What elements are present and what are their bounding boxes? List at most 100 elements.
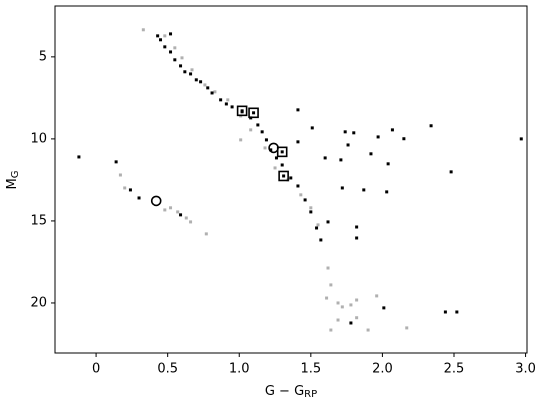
point (376, 135, 380, 139)
point (176, 210, 180, 214)
point (386, 162, 390, 166)
point (382, 306, 386, 310)
point (323, 156, 327, 160)
point (269, 148, 273, 152)
point (349, 321, 353, 325)
point (390, 128, 394, 132)
point (443, 310, 447, 314)
point (190, 68, 194, 72)
point (163, 45, 167, 49)
point (264, 138, 268, 142)
point (141, 28, 145, 32)
point (249, 128, 253, 132)
point (219, 98, 223, 102)
circle-marker (268, 142, 279, 154)
plot-frame (54, 5, 528, 354)
point (273, 166, 277, 170)
point (429, 124, 433, 128)
circle-marker (150, 195, 162, 207)
square-center (280, 150, 284, 154)
x-label-main: G − G (265, 384, 304, 399)
point (274, 156, 278, 160)
x-tick-label: 1.0 (229, 362, 250, 377)
point (256, 123, 260, 127)
square-marker (248, 107, 259, 119)
y-label-main: M (5, 178, 20, 189)
point (310, 126, 314, 130)
x-tick-label: 3.0 (515, 362, 536, 377)
point (163, 34, 167, 38)
y-label-sub: G (10, 171, 21, 179)
point (296, 140, 300, 144)
square-center (252, 111, 256, 115)
square-marker (236, 105, 248, 117)
point (366, 328, 370, 332)
x-tick-label: 2.0 (372, 362, 393, 377)
point (349, 303, 353, 307)
point (455, 310, 459, 314)
point (326, 266, 330, 270)
point (169, 50, 173, 54)
point (375, 294, 379, 298)
point (184, 216, 188, 220)
point (169, 32, 173, 36)
x-tick-label: 0 (92, 362, 100, 377)
point (77, 155, 81, 159)
point (329, 283, 333, 287)
point (280, 163, 284, 167)
point (519, 137, 523, 141)
point (362, 188, 366, 192)
point (159, 38, 163, 42)
y-axis-label: MG (5, 171, 22, 190)
point (260, 130, 264, 134)
x-tick-label: 2.5 (444, 362, 465, 377)
x-axis-label: G − GRP (265, 384, 317, 401)
point (325, 296, 329, 300)
point (230, 105, 234, 109)
point (336, 301, 340, 305)
point (405, 326, 409, 330)
point (369, 152, 373, 156)
point (385, 190, 389, 194)
point (156, 34, 160, 38)
point (128, 188, 132, 192)
point (137, 196, 141, 200)
point (199, 80, 203, 84)
point (203, 83, 207, 87)
point (339, 158, 343, 162)
point (224, 102, 228, 106)
point (179, 64, 183, 68)
square-center (240, 109, 244, 113)
point (319, 238, 323, 242)
point (206, 86, 210, 90)
point (123, 186, 127, 190)
point (296, 108, 300, 112)
point (329, 328, 333, 332)
point (173, 46, 177, 50)
point (189, 72, 193, 76)
point (263, 146, 267, 150)
point (316, 223, 320, 227)
point (355, 316, 359, 320)
y-tick-label: 15 (30, 213, 47, 228)
point (340, 305, 344, 309)
point (180, 56, 184, 60)
square-center (282, 174, 286, 178)
x-label-sub: RP (304, 389, 317, 400)
x-tick-label: 0.5 (157, 362, 178, 377)
point (355, 298, 359, 302)
y-tick-label: 20 (30, 295, 47, 310)
point (226, 98, 230, 102)
point (309, 210, 313, 214)
point (343, 130, 347, 134)
point (194, 78, 198, 82)
point (326, 220, 330, 224)
point (340, 186, 344, 190)
point (239, 138, 243, 142)
y-tick-label: 5 (39, 49, 47, 64)
point (289, 176, 293, 180)
point (169, 206, 173, 210)
point (204, 232, 208, 236)
point (346, 143, 350, 147)
